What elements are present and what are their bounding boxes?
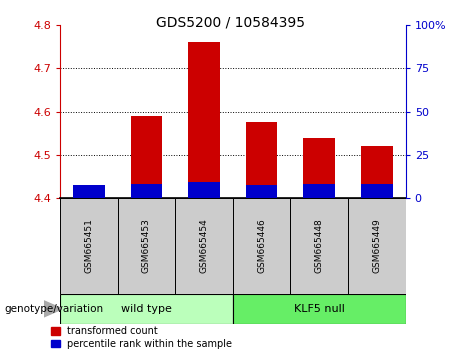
Bar bbox=[73, 185, 105, 198]
Bar bbox=[73, 194, 105, 198]
Bar bbox=[188, 182, 220, 198]
Bar bbox=[60, 294, 233, 324]
Text: GSM665453: GSM665453 bbox=[142, 218, 151, 274]
Bar bbox=[188, 42, 220, 198]
Text: GSM665448: GSM665448 bbox=[315, 219, 324, 273]
Bar bbox=[246, 122, 278, 198]
Bar bbox=[361, 146, 393, 198]
Polygon shape bbox=[44, 301, 62, 317]
Text: GSM665451: GSM665451 bbox=[84, 218, 93, 274]
Bar bbox=[246, 185, 278, 198]
Bar bbox=[233, 198, 290, 294]
Bar bbox=[303, 184, 335, 198]
Bar bbox=[303, 138, 335, 198]
Bar bbox=[175, 198, 233, 294]
Text: KLF5 null: KLF5 null bbox=[294, 304, 345, 314]
Text: GDS5200 / 10584395: GDS5200 / 10584395 bbox=[156, 16, 305, 30]
Bar bbox=[130, 184, 162, 198]
Bar bbox=[118, 198, 175, 294]
Bar bbox=[130, 116, 162, 198]
Bar bbox=[348, 198, 406, 294]
Bar bbox=[361, 184, 393, 198]
Text: GSM665454: GSM665454 bbox=[200, 219, 208, 273]
Bar bbox=[233, 294, 406, 324]
Bar bbox=[290, 198, 348, 294]
Bar bbox=[60, 198, 118, 294]
Legend: transformed count, percentile rank within the sample: transformed count, percentile rank withi… bbox=[51, 326, 232, 349]
Text: GSM665446: GSM665446 bbox=[257, 219, 266, 273]
Text: genotype/variation: genotype/variation bbox=[5, 304, 104, 314]
Text: wild type: wild type bbox=[121, 304, 172, 314]
Text: GSM665449: GSM665449 bbox=[372, 219, 381, 273]
